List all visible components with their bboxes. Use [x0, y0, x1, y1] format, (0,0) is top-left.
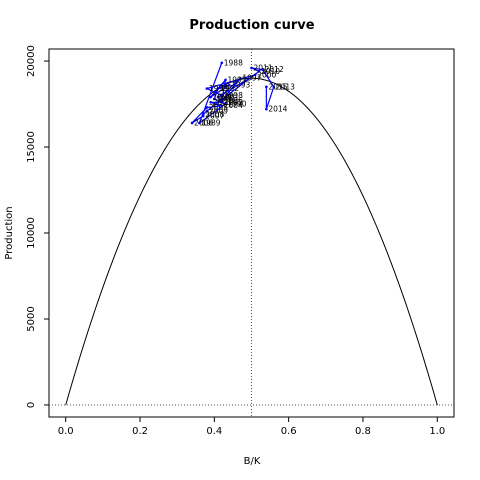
trajectory-point: [201, 113, 205, 116]
trajectory-point: [198, 121, 201, 125]
year-label: 1998: [224, 91, 243, 100]
trajectory-point: [216, 95, 220, 99]
x-tick-label: 0.2: [132, 426, 148, 437]
trajectory-point: [265, 107, 268, 111]
year-label: 1990: [227, 100, 246, 109]
x-tick-label: 0.0: [58, 426, 74, 437]
year-label: 1996: [224, 96, 243, 105]
trajectory-point: [265, 85, 268, 89]
year-label: 1993: [231, 81, 250, 90]
x-tick-label: 1.0: [429, 426, 445, 437]
chart-title: Production curve: [189, 18, 314, 33]
trajectory-point: [190, 121, 194, 125]
year-label: 2015: [268, 82, 287, 91]
trajectory-point: [272, 85, 276, 89]
year-label: 2002: [224, 98, 243, 107]
year-label: 1989: [201, 118, 220, 127]
year-label: 2004: [224, 101, 243, 110]
year-label: 1992: [220, 84, 239, 93]
trajectory-point: [220, 104, 224, 108]
trajectory-point: [220, 94, 224, 97]
x-tick-label: 0.4: [206, 426, 222, 437]
trajectory-point: [253, 73, 257, 77]
x-axis: 0.0 0.2 0.4 0.6 0.8 1.0: [58, 417, 445, 437]
year-label: 2000: [257, 70, 276, 79]
year-label: 2003: [213, 98, 232, 107]
trajectory-series: [190, 61, 276, 125]
trajectory-point: [250, 66, 253, 70]
year-label: 2012: [265, 65, 284, 74]
trajectory-point: [224, 102, 227, 106]
year-label: 2007: [205, 112, 224, 121]
year-label: 1999: [209, 84, 228, 93]
trajectory-point: [220, 61, 224, 65]
trajectory-line: [191, 62, 275, 125]
y-axis-label: Production: [4, 206, 15, 259]
production-curve-line: [65, 77, 438, 406]
trajectory-point: [220, 101, 224, 104]
trajectory-point: [205, 106, 209, 109]
year-label: 1995: [227, 75, 246, 84]
year-label: 1991: [216, 94, 235, 103]
y-tick-label: 10000: [26, 217, 37, 249]
year-label: 1997: [242, 74, 261, 83]
year-label: 2008: [205, 110, 224, 119]
trajectory-point: [216, 87, 220, 90]
year-label: 2005: [209, 103, 228, 112]
trajectory-point: [227, 83, 231, 87]
y-axis: 0 5000 10000 15000 20000: [26, 45, 49, 408]
y-tick-label: 0: [26, 402, 37, 408]
year-label: 2009: [209, 106, 228, 115]
trajectory-point: [239, 76, 242, 80]
trajectory-point: [224, 78, 227, 82]
year-label: 1988: [224, 58, 243, 67]
year-label: 1994: [213, 93, 232, 102]
x-tick-label: 0.6: [281, 426, 297, 437]
year-label: 2013: [276, 82, 295, 91]
trajectory-point: [209, 101, 212, 104]
trajectory-point: [261, 68, 264, 71]
trajectory-point: [213, 97, 216, 101]
year-label: 2001: [220, 93, 239, 102]
year-label: 2014: [268, 105, 287, 114]
year-label: 2010: [261, 67, 280, 76]
trajectory-point: [257, 70, 261, 73]
y-tick-label: 20000: [26, 45, 37, 77]
trajectory-point: [209, 95, 212, 99]
y-tick-label: 5000: [26, 306, 37, 331]
year-label: 2011: [254, 63, 273, 72]
y-tick-label: 15000: [26, 131, 37, 163]
x-axis-label: B/K: [244, 456, 261, 467]
year-label: 2006: [194, 118, 213, 127]
trajectory-point: [205, 87, 209, 90]
x-tick-label: 0.8: [355, 426, 371, 437]
trajectory-point: [205, 109, 209, 113]
